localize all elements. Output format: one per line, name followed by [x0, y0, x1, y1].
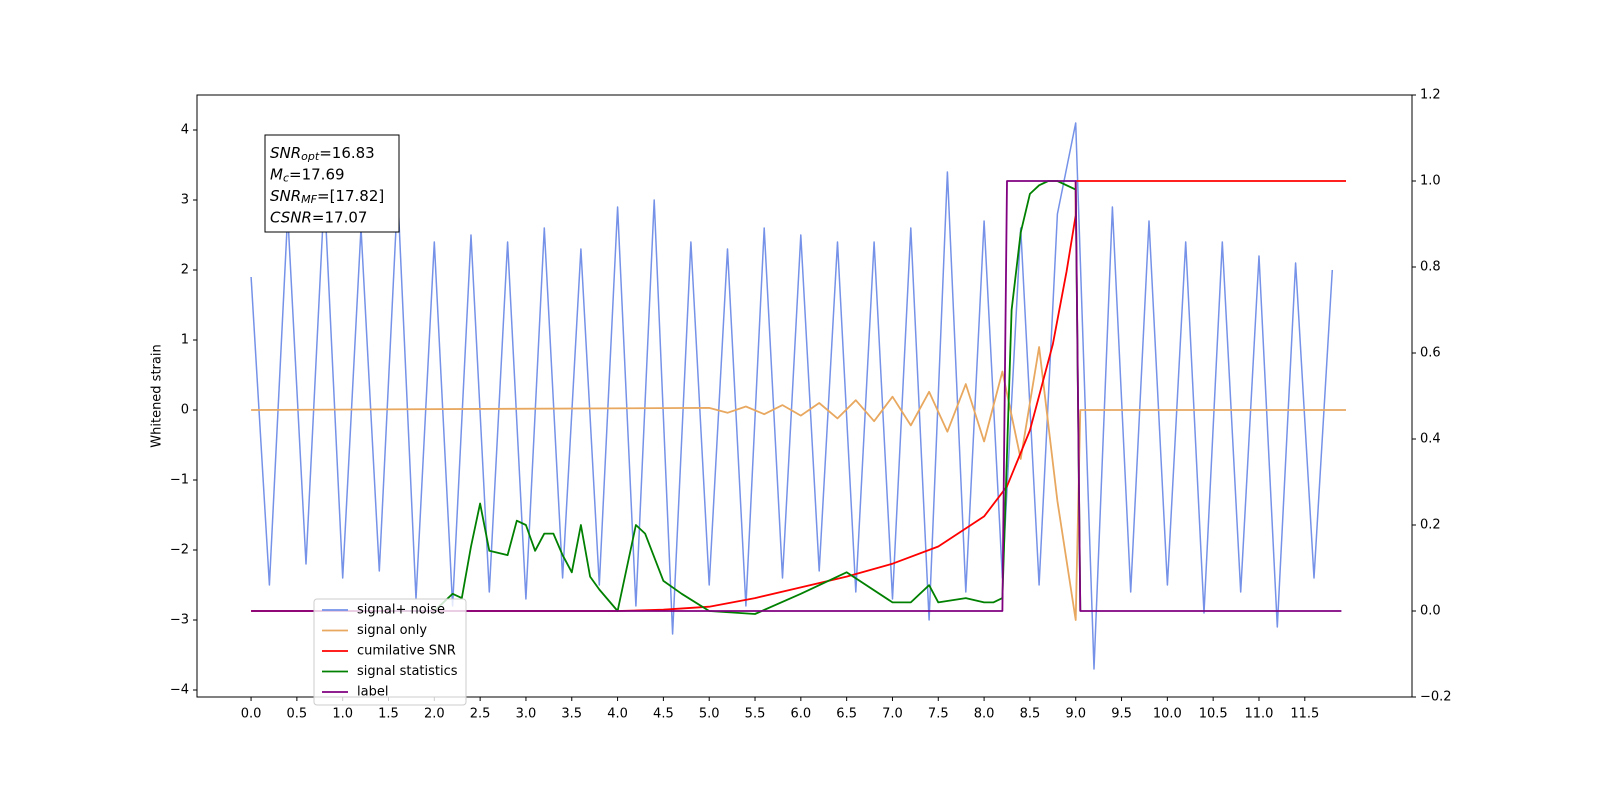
annotation-symbol: SNR [270, 144, 301, 162]
annotation-line: Mc=17.69 [270, 165, 345, 185]
annotation-value: =[17.82] [317, 187, 384, 205]
x-tick-label: 9.0 [1065, 707, 1086, 722]
annotation-box: SNRopt=16.83Mc=17.69SNRMF=[17.82]CSNR=17… [264, 134, 400, 233]
y2-tick-label: 1.0 [1420, 174, 1441, 189]
legend-label: label [357, 685, 388, 700]
y-tick-label: −2 [170, 543, 189, 558]
y2-tick-label: 1.2 [1420, 88, 1441, 103]
series-line [251, 180, 1346, 612]
x-tick-label: 10.0 [1153, 707, 1182, 722]
y-tick-label: −1 [170, 473, 189, 488]
y-tick-label: 4 [181, 123, 189, 138]
y-axis-label: Whitened strain [150, 344, 165, 447]
annotation-subscript: c [283, 172, 289, 185]
y2-tick-label: −0.2 [1420, 690, 1452, 705]
x-tick-label: 11.0 [1245, 707, 1274, 722]
x-tick-label: 1.0 [332, 707, 353, 722]
x-tick-label: 8.5 [1020, 707, 1041, 722]
annotation-frame [264, 134, 400, 233]
legend: signal+ noise signal only cumilative SNR si… [313, 598, 467, 706]
y-tick-label: −3 [170, 613, 189, 628]
series-line [251, 346, 1346, 621]
y-tick-label: 2 [181, 263, 189, 278]
series-line [250, 122, 1334, 670]
y2-tick-label: 0.6 [1420, 346, 1441, 361]
annotation-symbol: SNR [270, 187, 301, 205]
y-tick-label: 0 [181, 403, 189, 418]
x-tick-label: 7.0 [882, 707, 903, 722]
x-tick-label: 10.5 [1199, 707, 1228, 722]
x-tick-label: 3.0 [516, 707, 537, 722]
series-line [388, 180, 1082, 615]
x-tick-label: 4.5 [653, 707, 674, 722]
x-tick-label: 6.5 [836, 707, 857, 722]
annotation-value: =17.69 [289, 165, 345, 183]
y2-tick-label: 0.2 [1420, 518, 1441, 533]
annotation-symbol: CSNR [270, 208, 312, 226]
x-tick-label: 4.0 [607, 707, 628, 722]
x-tick-label: 3.5 [561, 707, 582, 722]
legend-label: signal statistics [357, 664, 458, 679]
legend-frame [313, 598, 467, 706]
series-line [251, 180, 1342, 612]
annotation-symbol: M [270, 165, 283, 183]
y2-tick-label: 0.4 [1420, 432, 1441, 447]
y-tick-label: 3 [181, 193, 189, 208]
annotation-value: =16.83 [319, 144, 375, 162]
x-tick-label: 5.5 [745, 707, 766, 722]
annotation-value: =17.07 [312, 208, 368, 226]
x-tick-label: 8.0 [974, 707, 995, 722]
y-tick-label: 1 [181, 333, 189, 348]
annotation-subscript: MF [301, 193, 317, 206]
plot-frame [196, 94, 1413, 698]
x-tick-label: 2.0 [424, 707, 445, 722]
legend-label: signal only [357, 623, 427, 638]
legend-label: cumilative SNR [357, 644, 456, 659]
y-tick-label: −4 [170, 683, 189, 698]
annotation-line: SNRMF=[17.82] [270, 187, 384, 207]
x-tick-label: 5.0 [699, 707, 720, 722]
x-tick-label: 9.5 [1111, 707, 1132, 722]
annotation-line: CSNR=17.07 [270, 208, 367, 226]
annotation-subscript: opt [301, 150, 320, 163]
annotation-line: SNRopt=16.83 [270, 144, 375, 164]
x-tick-label: 0.5 [287, 707, 308, 722]
legend-label: signal+ noise [357, 603, 445, 618]
y2-tick-label: 0.8 [1420, 260, 1441, 275]
x-tick-label: 11.5 [1290, 707, 1319, 722]
x-tick-label: 7.5 [928, 707, 949, 722]
x-tick-label: 0.0 [241, 707, 262, 722]
y2-tick-label: 0.0 [1420, 604, 1441, 619]
x-tick-label: 6.0 [790, 707, 811, 722]
x-tick-label: 1.5 [378, 707, 399, 722]
x-tick-label: 2.5 [470, 707, 491, 722]
